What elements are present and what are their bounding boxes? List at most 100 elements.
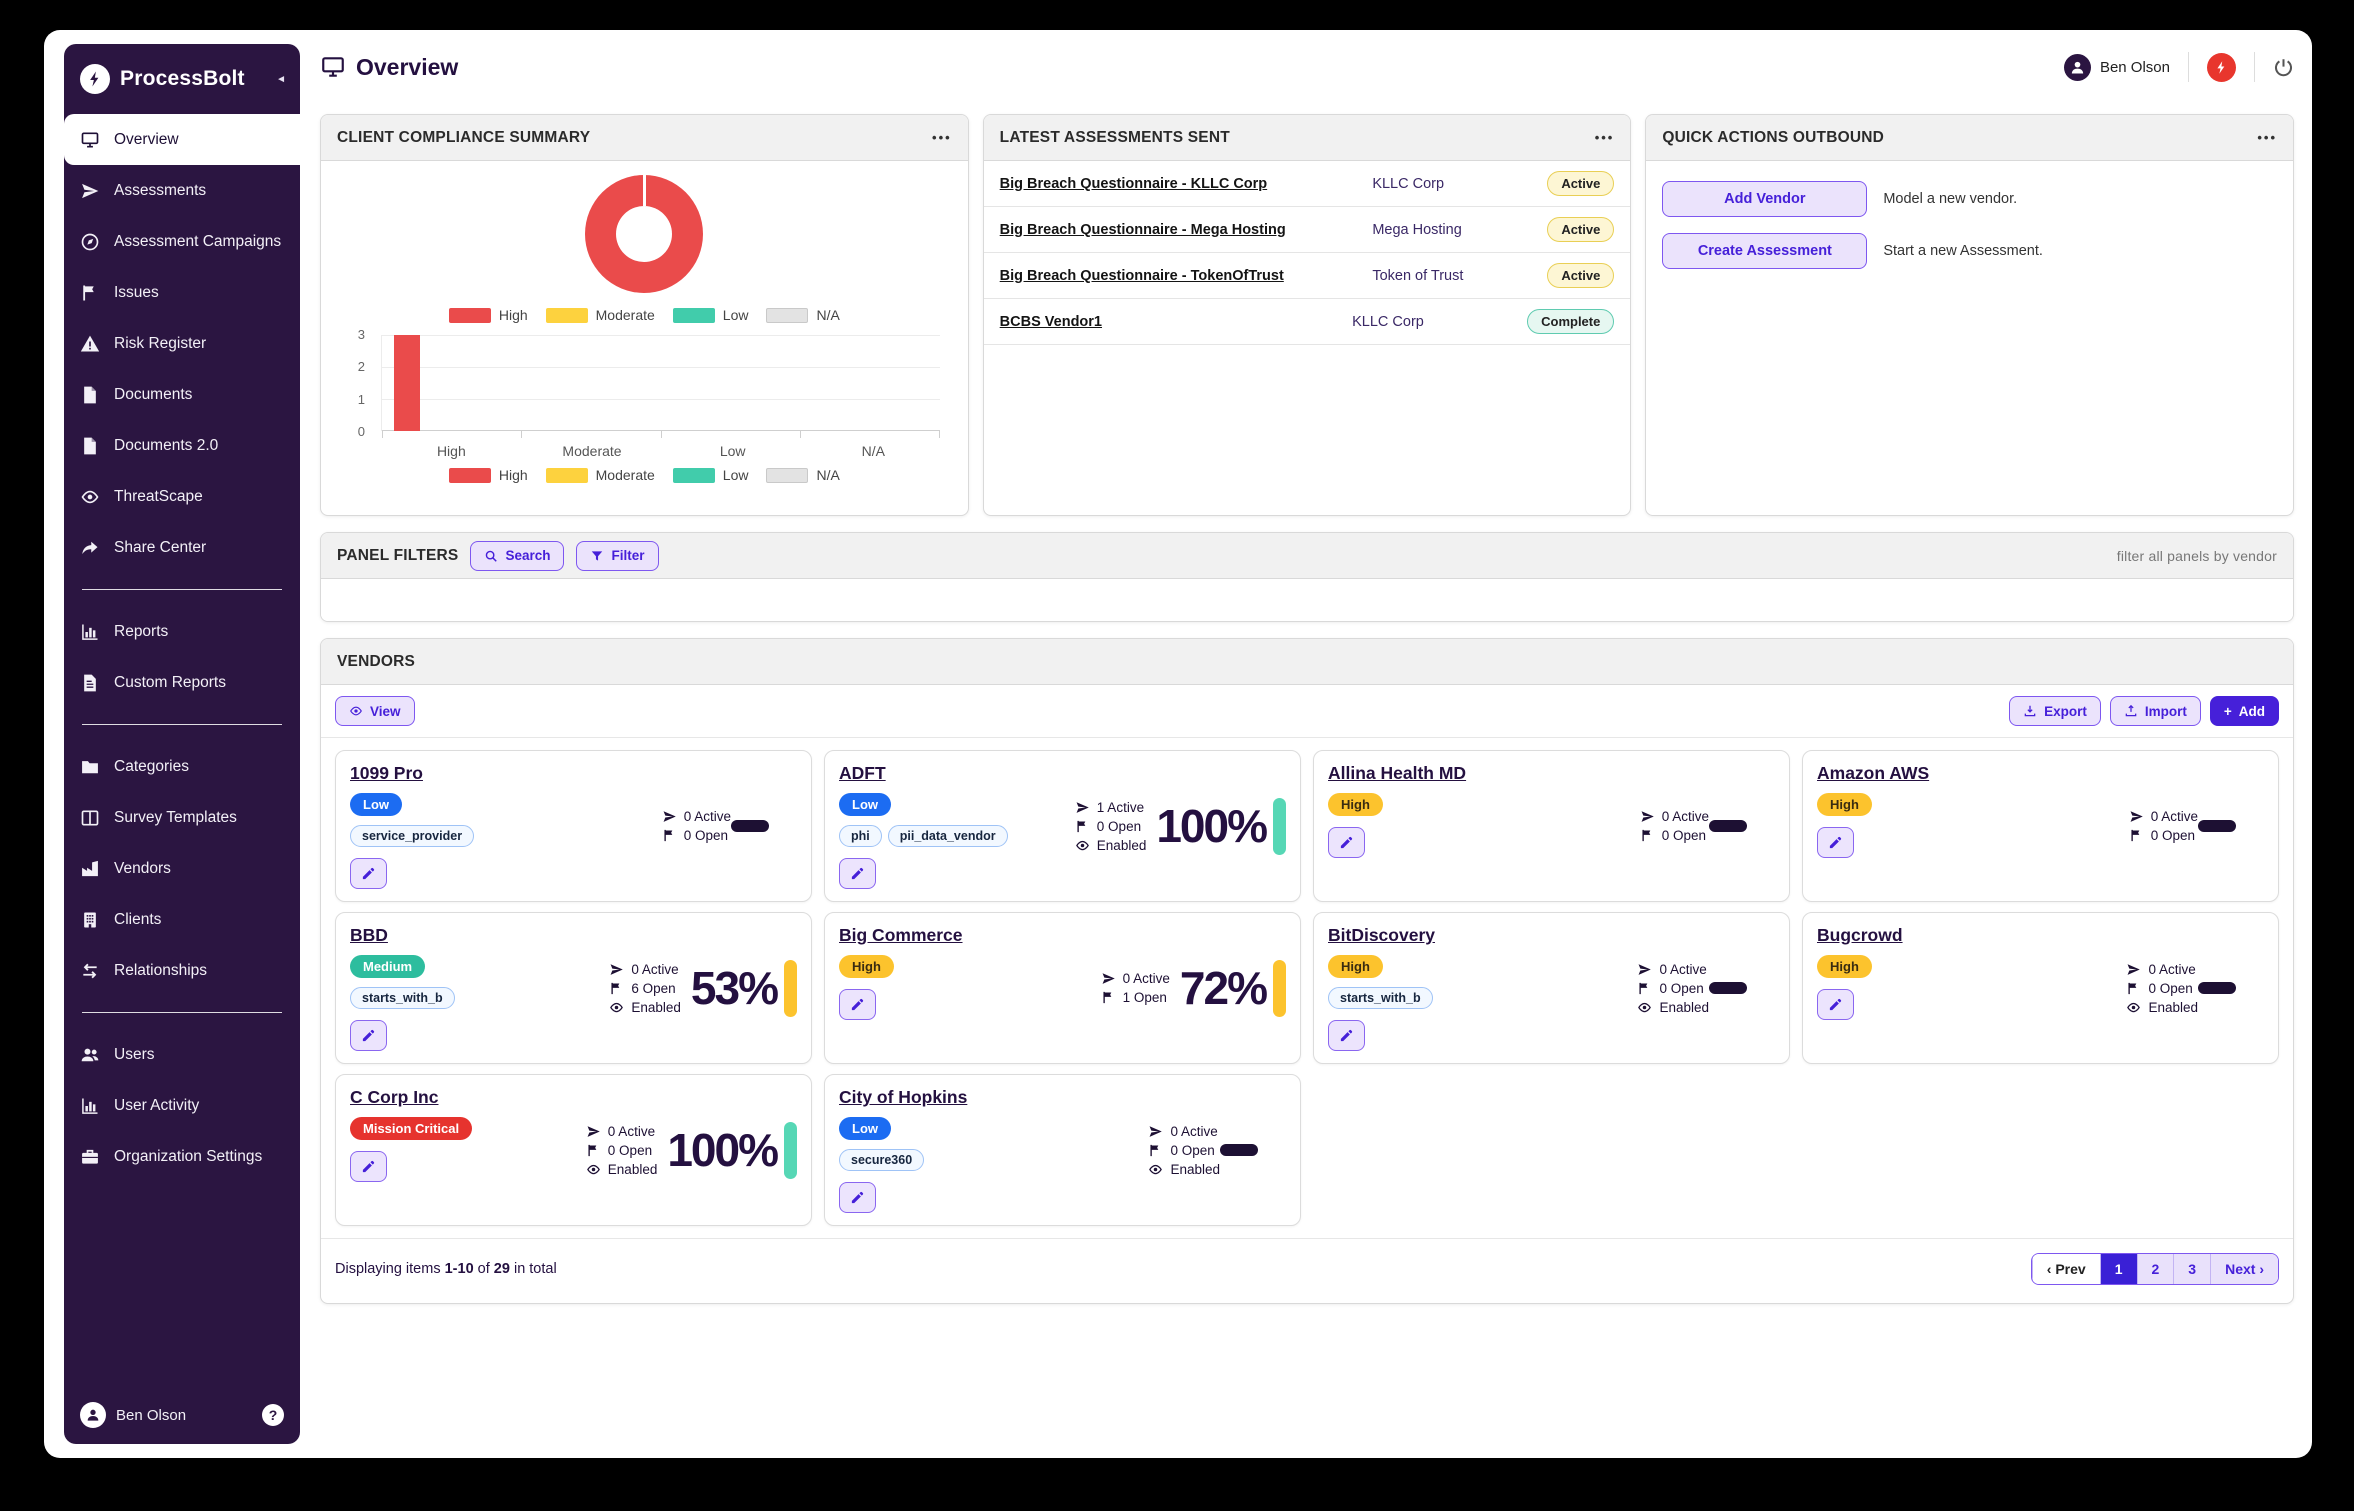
export-button[interactable]: Export [2009,696,2101,726]
filter-button[interactable]: Filter [576,540,659,571]
chart-legend: High Moderate Low [335,307,954,323]
edit-vendor-button[interactable] [839,1182,876,1213]
no-score-dash [2198,982,2236,994]
legend-item: Low [672,307,748,323]
open-stat: 0 Open [2129,828,2198,843]
avatar[interactable] [2063,53,2091,81]
logout-power-icon[interactable] [2273,57,2294,78]
panel-menu-icon[interactable]: ••• [932,130,952,145]
legend-item: N/A [766,467,840,483]
vendor-card-left: Big Commerce High [839,925,963,1051]
vendors-footer: Displaying items 1-10 of 29 in total ‹ P… [321,1239,2293,1303]
help-icon[interactable]: ? [262,1404,284,1426]
quick-action-button[interactable]: Create Assessment [1662,233,1868,269]
sidebar-item-label: Clients [114,910,162,928]
panel-menu-icon[interactable]: ••• [2257,130,2278,145]
pagination-item[interactable]: 3 [2173,1254,2211,1284]
sidebar-item[interactable]: ThreatScape [64,471,300,522]
flag-icon [662,828,677,843]
enabled-stat: Enabled [1075,838,1146,853]
sidebar-item[interactable]: Documents 2.0 [64,420,300,471]
score-percent: 53% [690,962,779,1014]
import-button[interactable]: Import [2109,696,2201,726]
risk-badge: Mission Critical [350,1117,473,1140]
sidebar-item[interactable]: Risk Register [64,318,300,369]
edit-vendor-button[interactable] [1817,827,1854,858]
assessment-link[interactable]: Big Breach Questionnaire - Mega Hosting [999,221,1286,238]
sidebar-item[interactable]: Survey Templates [64,792,300,843]
sidebar-collapse-icon[interactable]: ◄ [276,73,286,85]
vendor-name-link[interactable]: City of Hopkins [839,1087,968,1107]
sidebar-divider [82,589,282,590]
edit-vendor-button[interactable] [839,989,876,1020]
sidebar-item[interactable]: Issues [64,267,300,318]
vendor-score: 72% [1180,925,1286,1051]
y-tick-label: 1 [357,391,365,407]
assessment-link[interactable]: Big Breach Questionnaire - KLLC Corp [999,175,1268,192]
sidebar-item[interactable]: Assessments [64,165,300,216]
plus-icon: + [2223,703,2232,719]
pagination-item[interactable]: 2 [2136,1254,2174,1284]
edit-vendor-button[interactable] [839,858,876,889]
assessment-row: BCBS Vendor1 KLLC Corp Complete [983,299,1631,345]
edit-vendor-button[interactable] [350,1020,387,1051]
pencil-icon [1339,835,1354,850]
legend-label: N/A [816,467,840,483]
edit-vendor-button[interactable] [1328,827,1365,858]
vendor-name-link[interactable]: Allina Health MD [1328,763,1467,783]
add-vendor-button[interactable]: + Add [2209,696,2279,726]
sidebar-item[interactable]: Assessment Campaigns [64,216,300,267]
pagination-item[interactable]: 1 [2099,1254,2137,1284]
vendor-name-link[interactable]: Bugcrowd [1817,925,1903,945]
edit-vendor-button[interactable] [1817,989,1854,1020]
sidebar-item[interactable]: Documents [64,369,300,420]
sidebar-item[interactable]: Relationships [64,945,300,996]
sidebar-item[interactable]: Organization Settings [64,1131,300,1182]
edit-vendor-button[interactable] [1328,1020,1365,1051]
sidebar-item[interactable]: Categories [64,741,300,792]
eye-icon [609,1000,624,1015]
sidebar-item-icon [80,622,100,642]
vendor-name-link[interactable]: 1099 Pro [350,763,423,783]
search-button[interactable]: Search [470,540,565,571]
vendor-score: 100% [1156,763,1286,889]
sidebar-item[interactable]: Vendors [64,843,300,894]
assessment-link[interactable]: BCBS Vendor1 [999,313,1103,330]
legend-swatch [672,467,715,483]
sidebar-item[interactable]: Share Center [64,522,300,573]
panel-menu-icon[interactable]: ••• [1594,130,1615,145]
sidebar-item[interactable]: User Activity [64,1080,300,1131]
sidebar-item-icon [80,808,100,828]
vendor-name-link[interactable]: Big Commerce [839,925,963,945]
edit-vendor-button[interactable] [350,1151,387,1182]
quick-action-button[interactable]: Add Vendor [1662,181,1868,217]
flag-icon [2129,828,2144,843]
edit-vendor-button[interactable] [350,858,387,889]
legend-swatch [545,307,588,323]
sidebar-item[interactable]: Overview [64,114,300,165]
alerts-bolt-icon[interactable] [2207,52,2236,82]
vendor-name-link[interactable]: BitDiscovery [1328,925,1435,945]
sidebar-item[interactable]: Custom Reports [64,657,300,708]
vendor-name-link[interactable]: Amazon AWS [1817,763,1930,783]
sidebar-item[interactable]: Users [64,1029,300,1080]
pagination-item[interactable]: Next › [2210,1254,2278,1284]
sidebar-item-icon [80,487,100,507]
vendor-name-link[interactable]: BBD [350,925,388,945]
sidebar-item-icon [80,673,100,693]
vendor-tag: starts_with_b [1328,987,1433,1009]
view-button[interactable]: View [335,696,415,726]
enabled-stat: Enabled [1637,1000,1709,1015]
sidebar-item[interactable]: Reports [64,606,300,657]
vendor-name-link[interactable]: C Corp Inc [350,1087,439,1107]
quick-action-description: Start a new Assessment. [1883,243,2043,259]
vendor-name-link[interactable]: ADFT [839,763,886,783]
legend-swatch [766,307,809,323]
status-badge: Active [1547,171,1615,196]
assessment-link[interactable]: Big Breach Questionnaire - TokenOfTrust [999,267,1284,284]
processbolt-logo-icon [80,64,110,94]
risk-badge: Low [839,793,891,816]
legend-item: Low [672,467,748,483]
pagination-item[interactable]: ‹ Prev [2031,1254,2100,1284]
sidebar-item[interactable]: Clients [64,894,300,945]
